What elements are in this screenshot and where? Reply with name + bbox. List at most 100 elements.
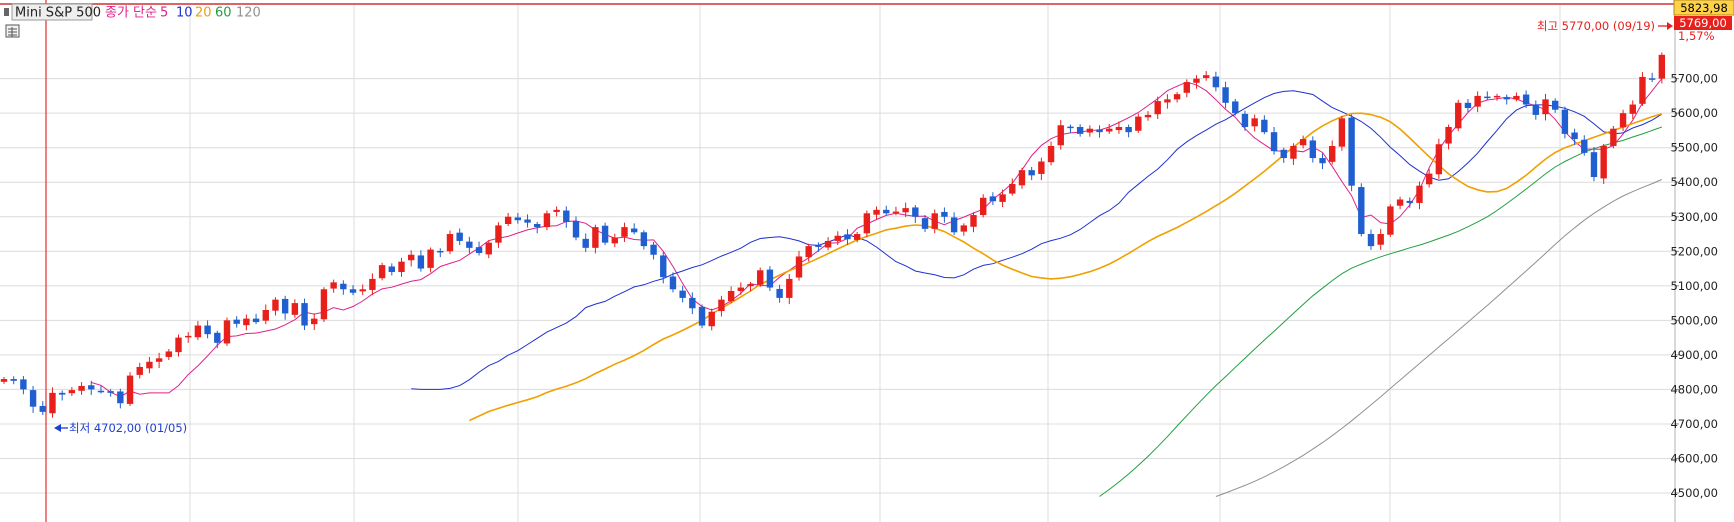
candle (1445, 124, 1452, 150)
candle (1164, 94, 1171, 109)
candle (757, 267, 764, 287)
ma-period-60[interactable]: 60 (215, 6, 232, 21)
candle-body (126, 375, 134, 404)
candle (1581, 135, 1588, 156)
candle (78, 382, 85, 395)
candle (630, 223, 638, 235)
high-arrow-head (1667, 22, 1673, 30)
candle-body (1474, 95, 1481, 107)
candle-body (117, 391, 124, 404)
candle (979, 194, 987, 218)
ma-period-120[interactable]: 120 (236, 6, 261, 21)
candle (1619, 109, 1627, 132)
candle-body (611, 237, 618, 244)
candle (1590, 147, 1598, 182)
candle-body (369, 278, 376, 290)
candle-body (1251, 118, 1258, 127)
candle-body (1610, 128, 1617, 146)
candle-body (989, 196, 997, 202)
candle (126, 372, 134, 406)
ma-60-line (1099, 126, 1662, 497)
candle (795, 250, 803, 281)
candle-body (1096, 129, 1103, 133)
candle (650, 241, 657, 260)
candle-body (718, 299, 725, 312)
symbol-label[interactable]: Mini S&P 500 (15, 6, 101, 21)
candle-body (621, 227, 628, 237)
candle (1425, 168, 1433, 188)
symbol-box (11, 3, 93, 21)
ma-period-5[interactable]: 5 (160, 6, 168, 21)
candle-body (1299, 139, 1307, 146)
candle-body (136, 366, 143, 375)
candle (1367, 229, 1375, 250)
candle (921, 215, 929, 232)
candle (223, 317, 231, 346)
candle-body (1144, 114, 1152, 118)
candle-body (1387, 206, 1394, 235)
candle (1416, 181, 1423, 210)
ma-period-10[interactable]: 10 (176, 6, 193, 21)
candle-body (757, 270, 764, 285)
candle-body (883, 209, 890, 214)
candle (621, 222, 628, 242)
candle (1474, 91, 1481, 113)
candle (553, 206, 560, 217)
candle-body (970, 215, 977, 227)
candle (514, 212, 522, 224)
candle-body (979, 197, 987, 216)
ma-period-20[interactable]: 20 (195, 6, 212, 21)
candle-body (1367, 234, 1375, 247)
candle-body (514, 217, 522, 221)
candle (495, 222, 502, 248)
candle-body (97, 390, 105, 393)
candle-body (1057, 125, 1064, 146)
candle-body (68, 390, 76, 394)
candle-body (1590, 152, 1598, 178)
candle (1455, 99, 1462, 132)
candle (369, 273, 376, 296)
candle (378, 262, 386, 281)
candle-body (223, 320, 231, 344)
candle (1338, 115, 1346, 151)
candle-body (766, 269, 774, 288)
candle-body (281, 298, 289, 314)
candle-body (931, 213, 938, 229)
candle-body (1038, 161, 1045, 174)
change-percent-label: 1,57% (1678, 29, 1715, 43)
candle (301, 298, 308, 331)
candle (1610, 125, 1617, 149)
candle-body (1658, 54, 1666, 79)
candle-body (78, 385, 85, 391)
candle-body (378, 265, 386, 279)
high-annotation: 최고 5770,00 (09/19) (1537, 19, 1673, 33)
candle (1600, 143, 1607, 184)
candle (1639, 72, 1646, 106)
candle-body (1125, 126, 1132, 133)
y-tick-label: 5000,00 (1670, 313, 1718, 327)
candle-body (1425, 173, 1433, 185)
candle-body (1115, 126, 1123, 131)
candle-body (417, 255, 425, 269)
candle (1348, 114, 1355, 192)
candle-body (950, 217, 958, 233)
candle-body (1464, 102, 1472, 108)
candle (272, 297, 279, 316)
candle-body (563, 210, 570, 222)
candle (815, 242, 822, 252)
candle-body (1009, 183, 1016, 194)
candle-body (582, 238, 589, 248)
current-price-label: 5823,98 (1680, 1, 1728, 15)
candle (262, 304, 269, 325)
candle (1513, 92, 1520, 102)
candle-body (1222, 87, 1229, 103)
ma-10-line (411, 90, 1663, 390)
candle-body (679, 290, 686, 298)
candle-body (427, 249, 434, 268)
candle (427, 247, 434, 273)
candle (853, 231, 861, 243)
candle-body (466, 241, 473, 248)
calculator-icon[interactable] (5, 24, 20, 38)
candle (165, 349, 173, 361)
current-price-box (1673, 0, 1734, 16)
